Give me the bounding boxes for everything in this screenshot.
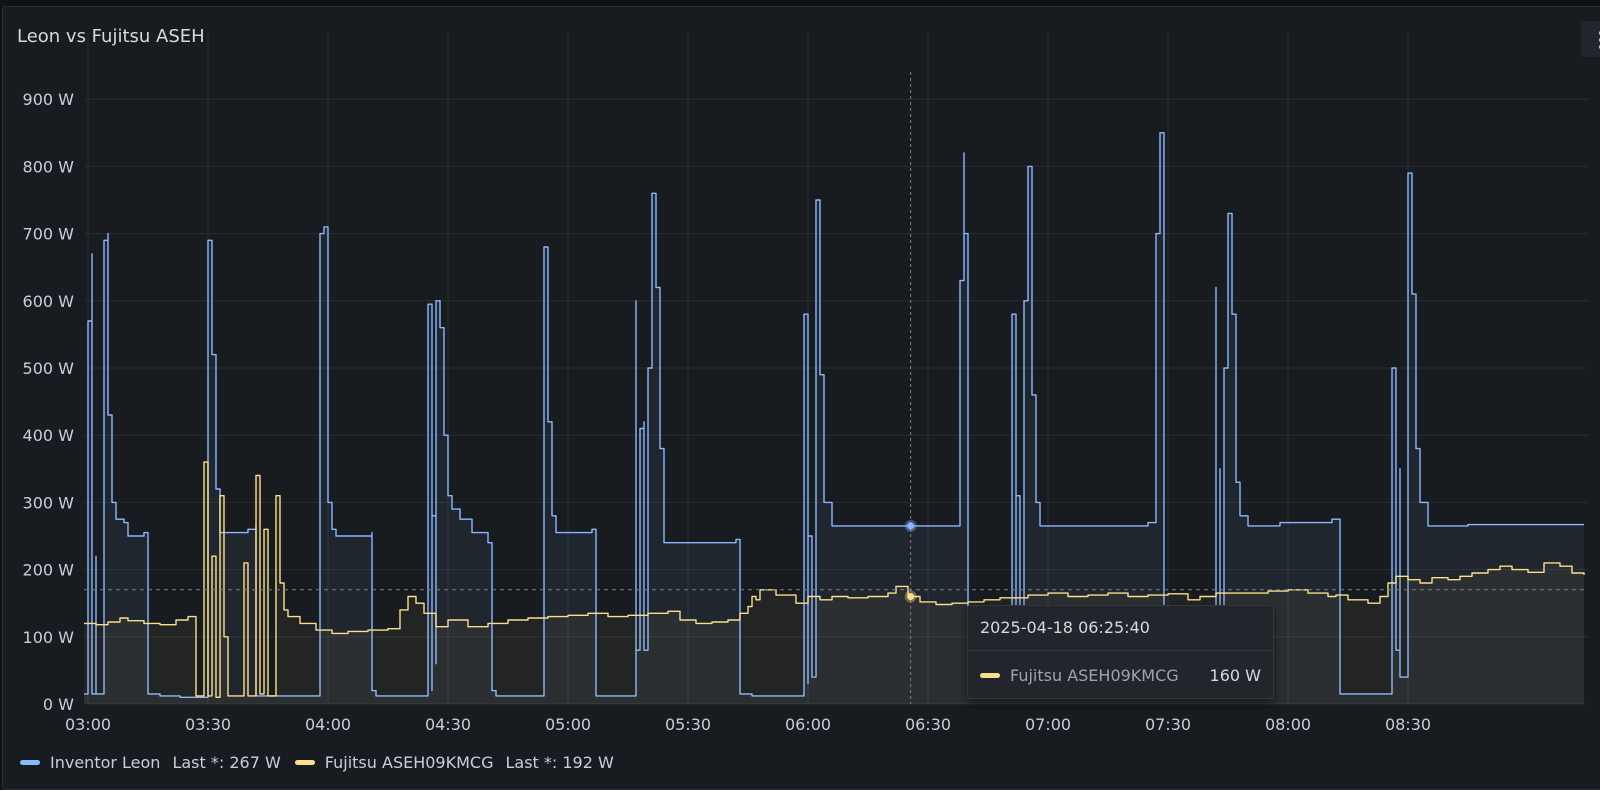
- series-line-2[interactable]: [84, 461, 1585, 698]
- series-swatch: [980, 673, 1000, 678]
- panel-title: Leon vs Fujitsu ASEH: [17, 26, 205, 47]
- series-line-1[interactable]: [84, 132, 1584, 698]
- x-tick-label: 07:00: [1025, 715, 1071, 734]
- tooltip-value: 160 W: [1209, 666, 1261, 685]
- legend-series-stat: Last *: 192 W: [505, 752, 614, 772]
- y-tick-label: 100 W: [23, 628, 75, 647]
- tooltip-series-name: Fujitsu ASEH09KMCG: [1010, 666, 1179, 685]
- y-tick-label: 400 W: [23, 426, 75, 445]
- hover-point-2: [907, 592, 915, 600]
- tooltip-divider: [968, 650, 1273, 651]
- legend-series-name: Inventor Leon: [50, 752, 161, 772]
- legend-series-stat: Last *: 267 W: [172, 752, 281, 772]
- y-tick-label: 800 W: [23, 157, 75, 176]
- series-swatch: [294, 759, 315, 765]
- x-tick-label: 05:00: [545, 715, 591, 734]
- x-tick-label: 07:30: [1145, 715, 1191, 734]
- tooltip-time: 2025-04-18 06:25:40: [980, 618, 1150, 637]
- x-tick-label: 08:30: [1385, 715, 1431, 734]
- x-tick-label: 05:30: [665, 715, 711, 734]
- legend-item-inventor-leon[interactable]: Inventor Leon Last *: 267 W: [20, 753, 281, 772]
- x-tick-label: 08:00: [1265, 715, 1311, 734]
- x-tick-label: 03:00: [65, 715, 111, 734]
- hover-tooltip: 2025-04-18 06:25:40 Fujitsu ASEH09KMCG 1…: [967, 605, 1274, 699]
- legend-item-fujitsu[interactable]: Fujitsu ASEH09KMCG Last *: 192 W: [294, 752, 614, 772]
- legend: Inventor Leon Last *: 267 W Fujitsu ASEH…: [20, 752, 628, 772]
- x-tick-label: 03:30: [185, 715, 231, 734]
- y-tick-label: 0 W: [43, 695, 74, 714]
- hover-point-1: [907, 522, 915, 530]
- y-tick-label: 700 W: [23, 225, 75, 244]
- legend-series-name: Fujitsu ASEH09KMCG: [324, 752, 494, 772]
- tooltip-row: Fujitsu ASEH09KMCG 160 W: [980, 666, 1261, 685]
- x-tick-label: 06:30: [905, 715, 951, 734]
- series-area-1: [84, 132, 1584, 705]
- x-tick-label: 04:00: [305, 715, 351, 734]
- y-tick-label: 200 W: [23, 561, 75, 580]
- y-tick-label: 300 W: [23, 493, 75, 512]
- y-tick-label: 500 W: [23, 359, 75, 378]
- series-swatch: [20, 759, 40, 765]
- y-tick-label: 600 W: [23, 292, 75, 311]
- x-tick-label: 04:30: [425, 715, 471, 734]
- x-tick-label: 06:00: [785, 715, 831, 734]
- y-tick-label: 900 W: [23, 90, 75, 109]
